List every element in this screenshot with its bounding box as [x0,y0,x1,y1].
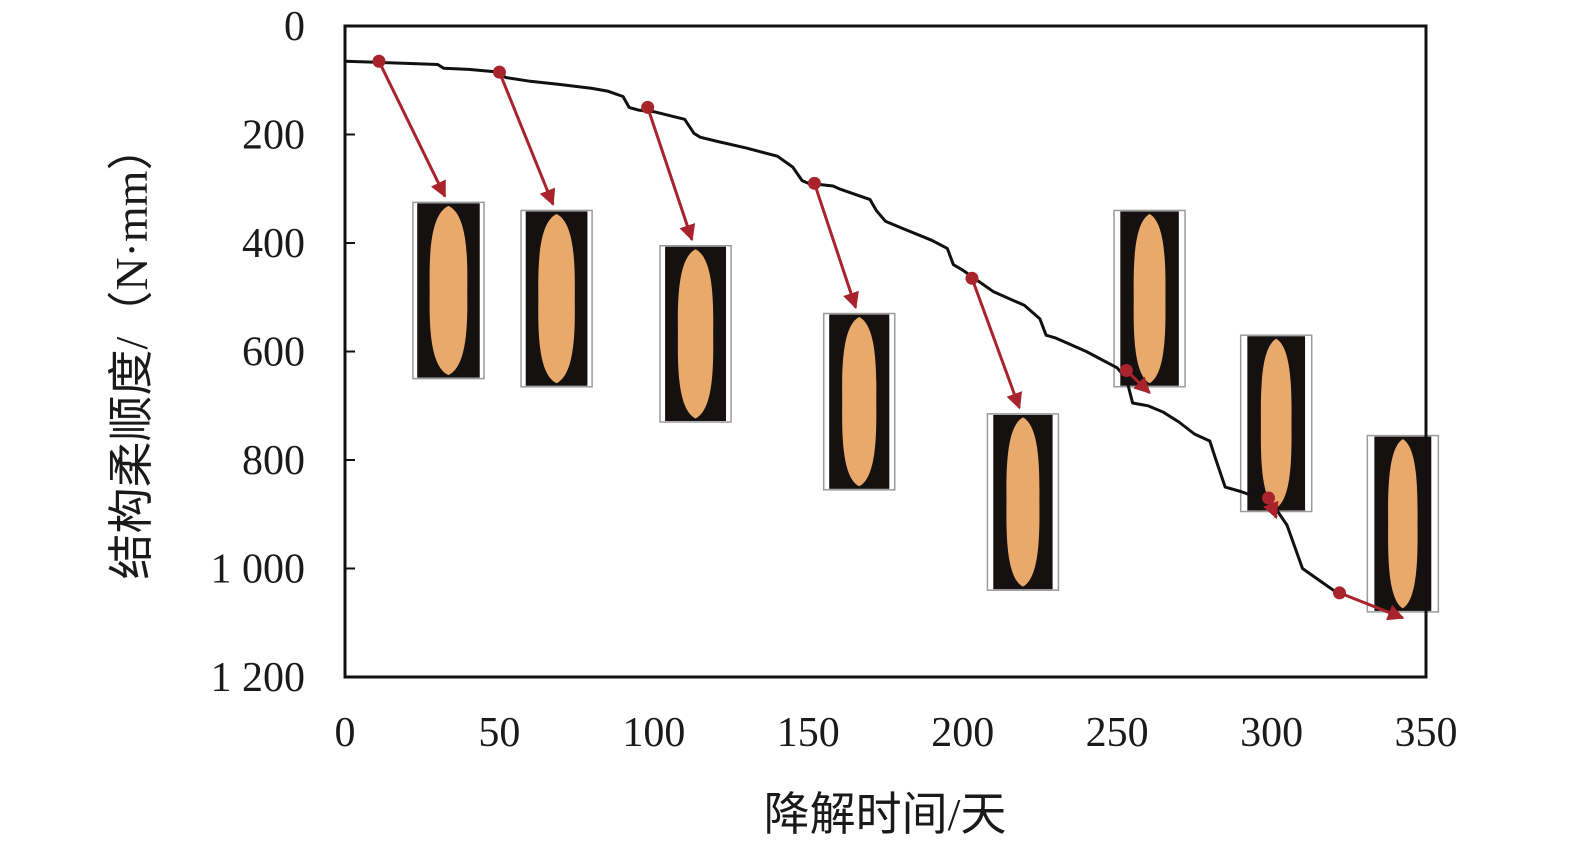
y-tick-label: 200 [242,113,305,159]
x-tick-label: 300 [1240,710,1303,756]
y-tick-label: 400 [242,221,305,267]
y-tick-label: 600 [242,330,305,376]
marker-arrow-8 [1338,591,1405,621]
marker-point-5 [965,271,979,285]
marker-point-1 [372,54,386,68]
marker-layer [372,54,1405,621]
x-tick-label: 100 [622,710,685,756]
x-tick-label: 250 [1086,710,1149,756]
marker-arrow-4 [813,182,859,310]
x-tick-label: 50 [478,710,520,756]
x-axis-title: 降解时间/天 [764,789,1007,840]
marker-point-2 [492,65,506,79]
series-layer [344,59,1341,595]
marker-arrow-2 [498,71,556,206]
y-tick-label: 800 [242,438,305,484]
structure-inset-8 [1366,434,1440,613]
structure-inset-1 [412,201,485,380]
y-tick-label: 1 000 [211,547,306,593]
compliance-series-line [344,59,1341,595]
x-tick-label: 350 [1395,710,1458,756]
marker-arrow-3 [646,106,696,242]
structure-inset-2 [520,209,593,388]
marker-arrow-5 [970,277,1023,410]
x-tick-label: 200 [931,710,994,756]
structure-inset-4 [822,312,896,491]
x-tick-label: 0 [335,710,356,756]
y-tick-label: 0 [284,4,305,50]
x-tick-label: 150 [777,710,840,756]
marker-point-7 [1261,491,1275,505]
marker-point-6 [1119,363,1133,377]
y-tick-label: 1 200 [211,655,306,701]
marker-arrow-1 [377,60,447,198]
marker-point-4 [807,176,821,190]
marker-point-8 [1333,586,1347,600]
structure-inset-5 [986,413,1060,591]
structure-inset-3 [659,244,732,423]
topology-insets [412,201,1440,613]
structure-inset-6 [1113,209,1186,388]
structure-inset-7 [1239,334,1313,513]
y-axis-title: 结构柔顺度/（N·mm） [106,125,157,580]
x-axis-ticks: 0 50 100 150 200 250 300 350 [335,710,1458,756]
marker-point-3 [641,100,655,114]
y-axis-ticks: 0 200 400 600 800 1 000 1 200 [211,4,355,701]
